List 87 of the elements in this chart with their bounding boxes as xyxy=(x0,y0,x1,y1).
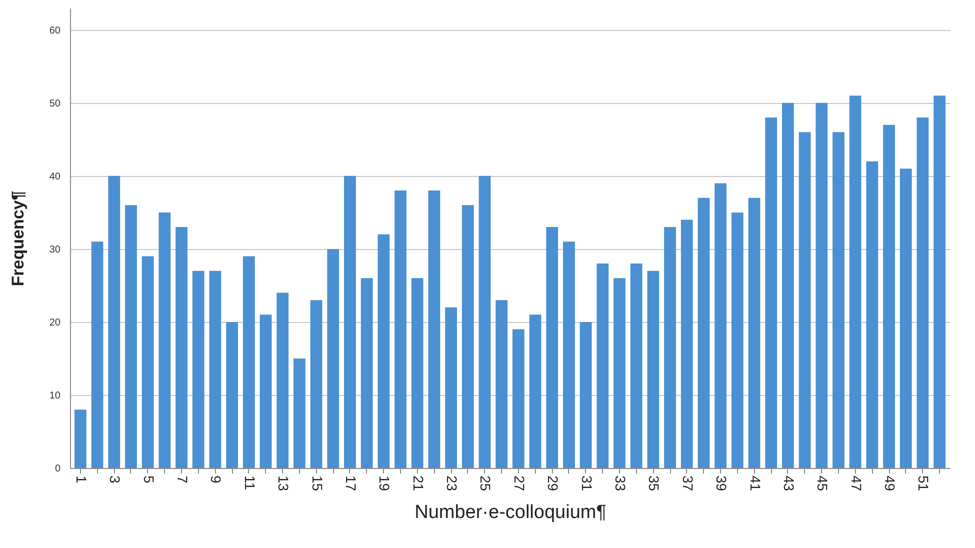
bar xyxy=(344,176,356,468)
x-tick-label: 33 xyxy=(612,476,628,492)
x-tick-label: 19 xyxy=(376,476,393,492)
x-tick-label: 31 xyxy=(578,476,595,492)
bar xyxy=(714,183,727,468)
bar xyxy=(647,270,660,468)
y-axis-title: Frequency¶ xyxy=(8,190,28,286)
x-tick-label: 11 xyxy=(242,476,258,490)
bar xyxy=(563,242,575,468)
x-tick-label: 15 xyxy=(309,476,326,492)
bar xyxy=(782,102,794,468)
x-tick-label: 21 xyxy=(410,476,426,492)
bar xyxy=(614,278,626,468)
x-tick-label: 5 xyxy=(140,476,157,484)
bar xyxy=(91,242,104,468)
bar xyxy=(546,227,558,468)
bar xyxy=(226,322,238,468)
bar xyxy=(125,205,137,468)
x-tick-label: 13 xyxy=(276,476,292,492)
y-tick-label: 60 xyxy=(49,25,61,36)
x-tick-label: 51 xyxy=(916,476,932,492)
bar xyxy=(529,314,542,468)
x-tick-label: 37 xyxy=(680,476,696,492)
bar xyxy=(849,96,862,468)
bar xyxy=(360,278,373,468)
bar xyxy=(680,220,693,468)
y-tick-label: 30 xyxy=(49,244,61,256)
bar xyxy=(310,300,322,468)
bar xyxy=(411,278,424,468)
bar xyxy=(512,329,524,468)
x-tick-label: 29 xyxy=(545,476,562,492)
x-tick-label: 3 xyxy=(107,476,124,484)
bar xyxy=(478,176,491,468)
bar xyxy=(209,270,222,468)
bar xyxy=(142,256,154,468)
y-tick-label: 10 xyxy=(49,390,61,402)
x-tick-label: 39 xyxy=(714,476,730,492)
bar xyxy=(496,300,508,468)
bar xyxy=(74,410,86,468)
bar xyxy=(798,132,811,468)
bar xyxy=(276,292,289,468)
bar xyxy=(866,161,878,468)
bar xyxy=(428,190,440,468)
x-tick-label: 47 xyxy=(848,476,864,492)
bar xyxy=(462,205,474,468)
bar xyxy=(108,176,120,468)
bar xyxy=(934,96,946,468)
bar xyxy=(327,248,340,468)
bar xyxy=(765,118,778,468)
bar xyxy=(748,198,760,468)
bar xyxy=(242,256,255,468)
bar xyxy=(832,132,844,468)
x-tick-label: 17 xyxy=(342,476,359,492)
y-tick-label: 20 xyxy=(49,317,61,328)
bar xyxy=(580,322,592,468)
x-tick-label: 9 xyxy=(208,476,224,484)
bar xyxy=(916,118,929,468)
bar xyxy=(293,358,306,468)
x-tick-label: 35 xyxy=(646,476,662,492)
x-tick-label: 43 xyxy=(780,476,797,492)
bar xyxy=(731,212,744,468)
x-tick-label: 49 xyxy=(882,476,898,492)
bar xyxy=(260,314,272,468)
bar xyxy=(378,234,390,468)
y-tick-label: 40 xyxy=(49,171,61,182)
bar xyxy=(816,102,828,468)
y-tick-label: 50 xyxy=(49,98,61,110)
bar xyxy=(596,264,609,468)
x-tick-label: 25 xyxy=(478,476,494,492)
x-axis-title: Number·e-colloquium¶ xyxy=(414,502,606,524)
x-tick-label: 1 xyxy=(73,476,90,484)
bar xyxy=(158,212,171,468)
x-tick-label: 27 xyxy=(511,476,528,492)
x-tick-label: 23 xyxy=(444,476,460,492)
bar xyxy=(630,264,642,468)
x-tick-label: 41 xyxy=(747,476,764,492)
bar xyxy=(900,168,912,468)
bar xyxy=(176,227,188,468)
bar xyxy=(664,227,676,468)
y-tick-label: 0 xyxy=(54,464,61,474)
x-tick-label: 45 xyxy=(814,476,831,492)
bar xyxy=(192,270,204,468)
bar xyxy=(698,198,710,468)
bar xyxy=(445,307,457,468)
bar xyxy=(883,124,895,468)
x-tick-label: 7 xyxy=(174,476,191,484)
bar xyxy=(394,190,406,468)
